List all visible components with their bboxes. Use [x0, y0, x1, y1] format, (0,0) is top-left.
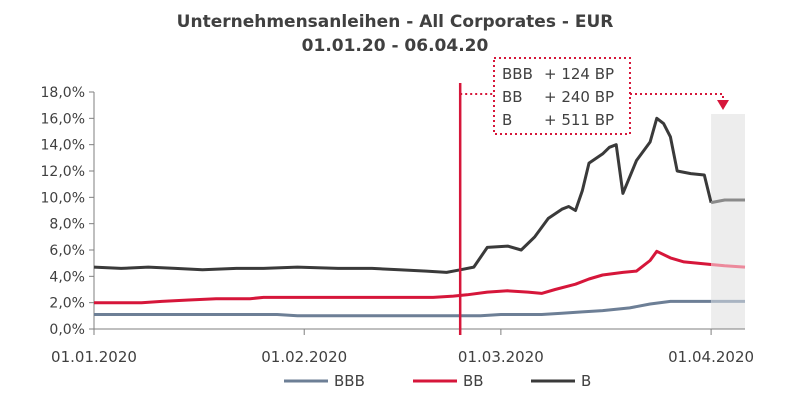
annotation-box	[493, 57, 631, 135]
series-line-b	[93, 116, 713, 274]
x-tick-label: 01.01.2020	[51, 348, 137, 366]
connector-right	[630, 93, 724, 100]
legend-label-b: B	[581, 372, 591, 390]
series-projection-bb	[710, 263, 746, 269]
series-projection-b	[710, 198, 745, 205]
shaded-region	[711, 114, 745, 329]
legend-label-bb: BB	[463, 372, 484, 390]
y-tick-label: 0,0%	[49, 322, 85, 338]
series-line-bb	[94, 249, 712, 305]
y-tick-label: 12,0%	[41, 164, 85, 180]
y-tick-label: 10,0%	[41, 190, 85, 206]
annotation-label: BBB	[502, 65, 533, 83]
annotation-label: BB	[502, 88, 523, 106]
y-tick-label: 2,0%	[49, 296, 85, 312]
x-tick-label: 01.03.2020	[458, 348, 544, 366]
y-tick-label: 4,0%	[49, 269, 85, 285]
annotation-label: B	[502, 111, 512, 129]
y-tick-label: 18,0%	[41, 85, 85, 101]
y-tick-label: 6,0%	[49, 243, 85, 259]
series-line-bbb	[94, 299, 712, 318]
y-tick-label: 16,0%	[41, 111, 85, 127]
chart-title: Unternehmensanleihen - All Corporates - …	[176, 12, 614, 32]
arrow-down-icon	[717, 100, 729, 110]
x-tick-label: 01.04.2020	[668, 348, 754, 366]
annotation-value: + 240 BP	[544, 88, 614, 106]
y-tick-label: 14,0%	[41, 138, 85, 154]
legend-label-bbb: BBB	[334, 372, 365, 390]
annotation-value: + 124 BP	[544, 65, 614, 83]
chart-subtitle: 01.01.20 - 06.04.20	[301, 36, 489, 56]
annotation-value: + 511 BP	[544, 111, 614, 129]
y-tick-label: 8,0%	[49, 217, 85, 233]
x-tick-label: 01.02.2020	[261, 348, 347, 366]
